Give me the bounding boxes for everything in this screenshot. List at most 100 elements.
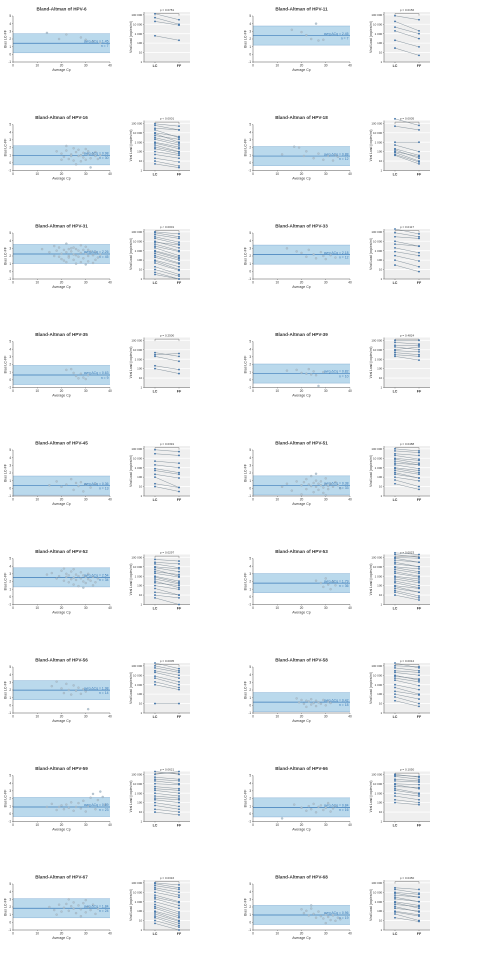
vl-x-tick-label-lc: LC (153, 281, 158, 285)
ba-x-tick-label: 10 (35, 606, 39, 610)
vl-y-tick-label: 100 (377, 367, 382, 371)
vl-point-lc (154, 778, 156, 781)
vl-point-lc (394, 450, 396, 452)
paired-line (154, 898, 180, 906)
ba-point (74, 481, 78, 485)
paired-line (394, 458, 420, 464)
paired-line (154, 17, 180, 25)
vl-point-lc (154, 911, 156, 913)
ba-point (312, 701, 315, 705)
avg-delta-cq-value: 2.54 (102, 574, 109, 578)
vl-point-lc (394, 553, 396, 556)
paired-line (154, 142, 180, 149)
paired-line (154, 906, 180, 915)
ba-point (305, 909, 308, 913)
vl-point-lc (154, 157, 156, 160)
vl-point-lc (154, 683, 156, 686)
ba-y-tick-label: 2 (9, 688, 11, 692)
ba-point (62, 906, 66, 909)
vl-point-lc (394, 589, 396, 592)
ba-x-tick-label: 20 (300, 606, 304, 610)
vl-point-ff (418, 353, 420, 356)
ba-point (67, 909, 70, 913)
paired-line (154, 125, 180, 131)
vl-point-ff (178, 907, 180, 910)
ba-point (65, 33, 68, 36)
paired-line (394, 665, 420, 667)
vl-point-ff (418, 155, 420, 158)
ba-y-tick-label: 4 (249, 347, 251, 351)
paired-line (154, 142, 180, 148)
ba-point (324, 257, 327, 261)
vl-point-ff (178, 683, 180, 686)
vl-point-ff (178, 233, 180, 235)
p-value-label: p = 0.0023 (400, 551, 415, 555)
ba-x-tick-label: 0 (252, 172, 254, 176)
ba-x-tick-label: 30 (324, 932, 328, 936)
ba-point (74, 163, 78, 166)
vl-point-ff (178, 920, 180, 923)
paired-line (394, 243, 420, 247)
paired-line (394, 687, 420, 695)
vl-point-ff (418, 454, 420, 457)
ba-x-tick-label: 10 (275, 606, 279, 610)
paired-line (154, 897, 180, 903)
avg-delta-cq-prefix: avrg ΔCq = (324, 32, 342, 36)
vl-x-tick-label-ff: FF (417, 715, 422, 719)
paired-line (154, 353, 180, 355)
ba-point (307, 700, 310, 703)
vl-plot-background (144, 663, 190, 713)
ba-point (89, 796, 92, 799)
vl-point-lc (154, 20, 156, 23)
ba-y-tick-label: 3 (249, 789, 251, 793)
vl-point-ff (178, 904, 180, 907)
ba-point (65, 483, 68, 486)
paired-line (154, 253, 180, 261)
vl-point-ff (178, 677, 180, 680)
ba-x-tick-label: 40 (108, 389, 112, 393)
ba-point (300, 493, 303, 496)
paired-line (394, 573, 420, 578)
paired-line (394, 788, 420, 794)
ba-point (91, 792, 95, 796)
ba-point (295, 697, 298, 700)
vl-point-lc (154, 16, 156, 19)
ba-point (312, 157, 315, 160)
ba-y-axis-label: Bias LC-FF (244, 790, 248, 808)
vl-point-ff (418, 572, 420, 575)
ba-y-tick-label: 3 (249, 355, 251, 359)
ba-y-tick-label: 2 (9, 37, 11, 41)
vl-point-ff (178, 584, 180, 587)
ba-point (62, 248, 66, 252)
ba-y-tick-label: 4 (9, 781, 11, 785)
n-label: n = 7 (101, 44, 109, 48)
paired-line (394, 590, 420, 597)
paired-line (394, 464, 420, 469)
paired-line (394, 795, 420, 800)
n-prefix: n = (339, 808, 345, 812)
ba-point (77, 686, 80, 689)
paired-line (154, 151, 180, 156)
ba-point (314, 472, 318, 475)
vl-point-lc (394, 559, 396, 562)
ba-point (280, 817, 284, 820)
paired-line (154, 566, 180, 570)
paired-line (154, 449, 180, 452)
vl-point-lc (154, 581, 156, 584)
ba-point (297, 146, 301, 149)
ba-point (60, 257, 63, 261)
vl-point-lc (154, 353, 156, 356)
vl-y-axis-label: Viral Load (copies/ml) (129, 238, 133, 270)
vl-point-lc (394, 679, 396, 682)
ba-point (91, 575, 95, 579)
ba-point (65, 368, 68, 372)
avg-delta-cq-label: avrg ΔCq = 0.38 (324, 482, 349, 486)
vl-y-tick-label: 1 000 (135, 683, 143, 687)
significance-bracket (154, 447, 180, 450)
vl-point-ff (178, 259, 180, 262)
ba-point (72, 583, 75, 586)
ba-point (62, 567, 66, 570)
ba-y-tick-label: 4 (9, 239, 11, 243)
ba-point (310, 37, 313, 41)
ba-x-tick-label: 40 (348, 64, 352, 68)
